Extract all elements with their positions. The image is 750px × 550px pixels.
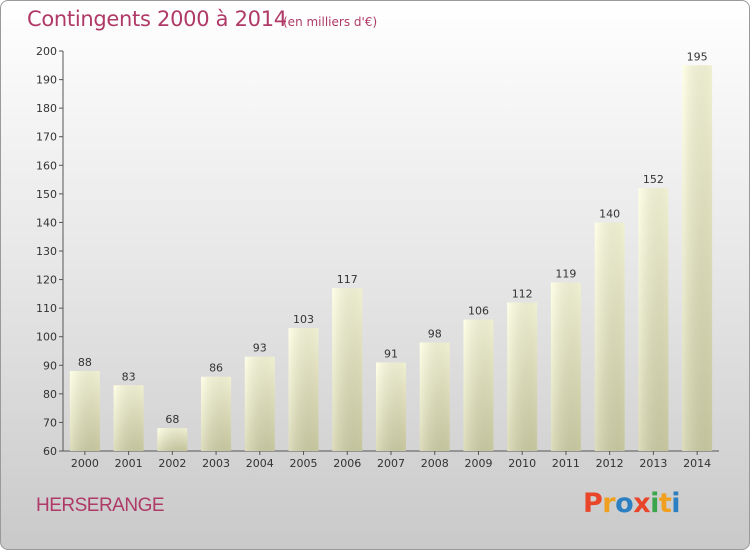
bar-shade xyxy=(682,65,713,452)
x-tick-label: 2006 xyxy=(333,457,361,470)
bar-shade xyxy=(332,288,363,451)
y-tick-label: 190 xyxy=(36,74,57,87)
x-tick-label: 2010 xyxy=(508,457,536,470)
x-tick-label: 2008 xyxy=(421,457,449,470)
bar-value-label: 68 xyxy=(165,413,179,426)
bar-value-label: 152 xyxy=(643,173,664,186)
y-tick-label: 150 xyxy=(36,188,57,201)
y-tick-label: 160 xyxy=(36,159,57,172)
bar-shade xyxy=(201,376,232,451)
bar-value-label: 112 xyxy=(512,287,533,300)
bar-value-label: 103 xyxy=(293,313,314,326)
x-tick-label: 2002 xyxy=(158,457,186,470)
bar-shade xyxy=(463,319,494,451)
y-tick-label: 200 xyxy=(36,45,57,58)
bar-shade xyxy=(419,342,450,451)
bar-shade xyxy=(288,328,319,451)
bar-value-label: 106 xyxy=(468,305,489,318)
brand-logo-letter: r xyxy=(602,488,616,519)
bar-value-label: 88 xyxy=(78,356,92,369)
bars: 88 83 68 86 93 103 117 91 98 106 112 119 140 152 195 xyxy=(69,50,713,452)
y-tick-label: 140 xyxy=(36,216,57,229)
chart-title: Contingents 2000 à 2014 xyxy=(27,7,287,31)
x-tick-label: 2003 xyxy=(202,457,230,470)
brand-logo-letter: t xyxy=(658,488,672,519)
x-tick-label: 2001 xyxy=(115,457,143,470)
bar-shade xyxy=(376,362,406,451)
bar-value-label: 98 xyxy=(428,327,442,340)
bar-shade xyxy=(157,428,188,451)
x-tick-label: 2014 xyxy=(683,457,711,470)
x-tick-label: 2004 xyxy=(246,457,274,470)
y-tick-label: 180 xyxy=(36,102,57,115)
bar-shade xyxy=(244,356,275,451)
bar-value-label: 195 xyxy=(687,50,708,63)
y-axis: 60 70 80 90 100 110 120 130 140 150 160 170 180 190 20… xyxy=(36,45,64,458)
commune-name: HERSERANGE xyxy=(36,495,165,516)
y-tick-label: 110 xyxy=(36,302,57,315)
bar-value-label: 83 xyxy=(122,370,136,383)
y-tick-label: 130 xyxy=(36,245,57,258)
brand-logo: Proxiti xyxy=(583,488,681,519)
y-tick-label: 80 xyxy=(43,388,57,401)
y-tick-label: 70 xyxy=(43,416,57,429)
brand-logo-letter: P xyxy=(583,488,603,519)
bar-shade xyxy=(638,188,669,451)
x-tick-label: 2005 xyxy=(290,457,318,470)
y-tick-label: 170 xyxy=(36,131,57,144)
x-tick-label: 2007 xyxy=(377,457,405,470)
x-tick-label: 2013 xyxy=(639,457,667,470)
bar-shade xyxy=(550,282,581,451)
bar-shade xyxy=(507,302,538,451)
brand-logo-letter: i xyxy=(650,488,659,519)
bar-shade xyxy=(69,371,100,451)
bar-value-label: 86 xyxy=(209,362,223,375)
brand-logo-letter: i xyxy=(671,488,681,519)
chart-unit: (en milliers d'€) xyxy=(283,15,378,29)
bar-value-label: 91 xyxy=(384,347,398,360)
x-tick-label: 2009 xyxy=(464,457,492,470)
x-tick-label: 2000 xyxy=(71,457,99,470)
y-tick-label: 90 xyxy=(43,359,57,372)
x-tick-label: 2011 xyxy=(552,457,580,470)
y-tick-label: 120 xyxy=(36,274,57,287)
brand-logo-letter: x xyxy=(633,488,651,519)
bar-value-label: 117 xyxy=(337,273,358,286)
x-axis: 2000 2001 2002 2003 2004 2005 2006 2007 2008 2009… xyxy=(63,450,719,470)
bar-shade xyxy=(594,222,625,451)
bar-value-label: 93 xyxy=(253,342,267,355)
y-tick-label: 100 xyxy=(36,331,57,344)
bar-value-label: 119 xyxy=(555,267,576,280)
bar-value-label: 140 xyxy=(599,207,620,220)
brand-logo-letter: o xyxy=(615,488,634,519)
bar-shade xyxy=(113,385,144,451)
x-tick-label: 2012 xyxy=(596,457,624,470)
y-tick-label: 60 xyxy=(43,445,57,458)
